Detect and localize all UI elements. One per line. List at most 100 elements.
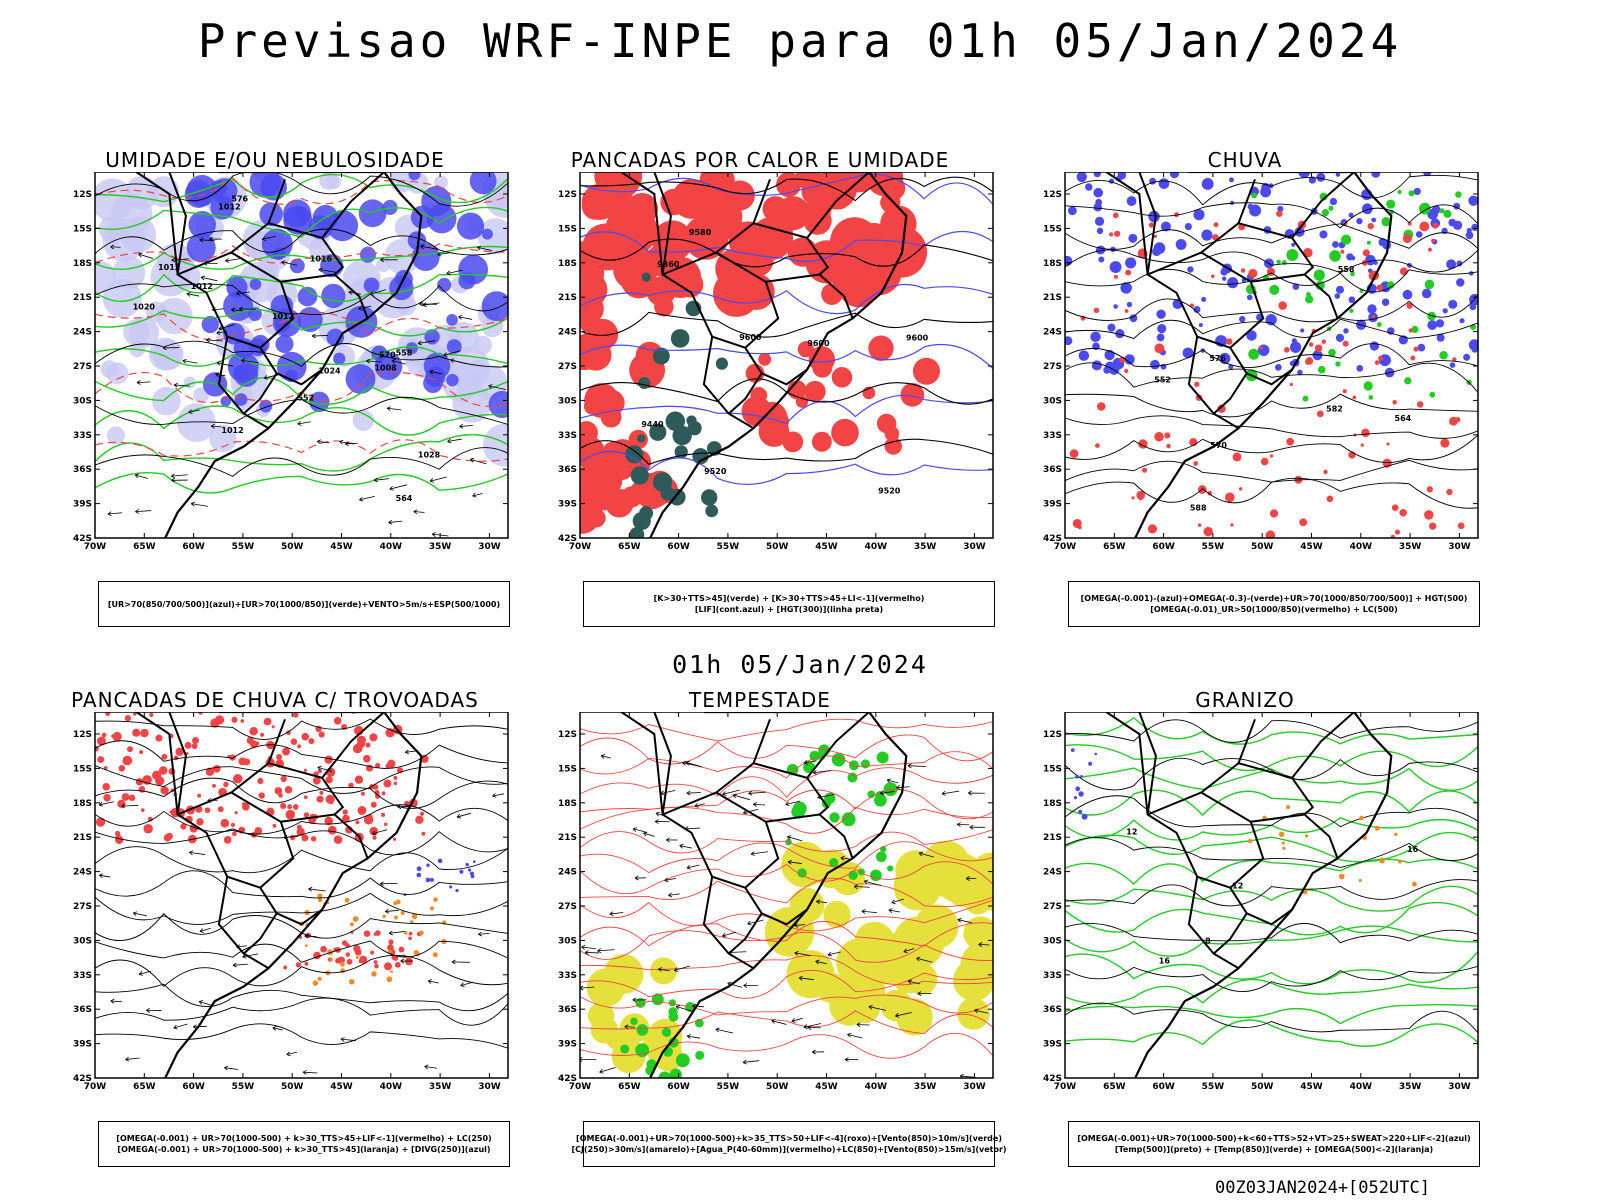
lat-label: 21S <box>558 293 577 303</box>
lon-label: 60W <box>182 1082 205 1092</box>
lat-label: 42S <box>558 1074 577 1084</box>
main-title: Previsao WRF-INPE para 01h 05/Jan/2024 <box>197 14 1403 68</box>
mid-title: 01h 05/Jan/2024 <box>672 650 928 679</box>
lon-label: 65W <box>1103 542 1126 552</box>
lat-label: 39S <box>558 1040 577 1050</box>
lon-label: 35W <box>914 542 937 552</box>
contour-label: 9600 <box>906 334 929 343</box>
lon-label: 45W <box>1300 542 1323 552</box>
caption-line: [OMEGA(-0.001) + UR>70(1000-500) + k>30_… <box>117 1145 491 1154</box>
lon-label: 35W <box>914 1082 937 1092</box>
contour-label: 1024 <box>318 367 341 376</box>
lat-label: 24S <box>1043 328 1062 338</box>
lon-label: 45W <box>815 542 838 552</box>
map-panel-2: PANCADAS POR CALOR E UMIDADE 9580 9600 9600… <box>550 148 995 627</box>
lon-label: 65W <box>1103 1082 1126 1092</box>
lat-label: 21S <box>1043 833 1062 843</box>
lon-label: 30W <box>963 1082 986 1092</box>
lat-label: 33S <box>73 431 92 441</box>
lon-label: 30W <box>963 542 986 552</box>
caption-line: [OMEGA(-0.001)+UR>70(1000-500)+k<60+TTS>… <box>1077 1134 1471 1143</box>
map-panel-4: PANCADAS DE CHUVA C/ TROVOADAS 12S 15S 18S 2… <box>65 688 510 1167</box>
contour-label: 588 <box>1190 504 1207 513</box>
lat-label: 27S <box>1043 902 1062 912</box>
panel-title: CHUVA <box>1207 148 1283 172</box>
lat-label: 33S <box>73 971 92 981</box>
lat-label: 42S <box>73 1074 92 1084</box>
lon-label: 50W <box>281 1082 304 1092</box>
lat-label: 21S <box>73 833 92 843</box>
lon-label: 40W <box>865 542 888 552</box>
lat-label: 33S <box>1043 431 1062 441</box>
lat-label: 24S <box>558 868 577 878</box>
contour-label: 564 <box>1395 414 1412 423</box>
contour-label: 12 <box>1232 881 1243 890</box>
lat-label: 15S <box>73 224 92 234</box>
contour-label: 1012 <box>158 263 180 272</box>
caption-line: [OMEGA(-0.001) + UR>70(1000-500) + k>30_… <box>116 1134 492 1143</box>
lat-label: 18S <box>558 259 577 269</box>
lon-label: 30W <box>1448 542 1471 552</box>
contour-label: 12 <box>1126 828 1137 837</box>
contour-label: 576 <box>1209 354 1226 363</box>
lat-label: 18S <box>73 259 92 269</box>
lon-label: 35W <box>1399 1082 1422 1092</box>
map-canvas: 1012 1012 1012 1012 1012 1016 1020 1024 1028 1008… <box>73 172 509 552</box>
contour-label: 9440 <box>641 420 664 429</box>
map-panel-5: TEMPESTADE 12S 15S 18S 21S 24S 27S 30S 33S 36S 39S… <box>550 688 1007 1167</box>
lat-label: 15S <box>1043 224 1062 234</box>
contour-label: 1008 <box>374 363 397 372</box>
lon-label: 70W <box>569 1082 592 1092</box>
lat-label: 30S <box>1043 396 1062 406</box>
thunderstorm-shading <box>95 712 476 986</box>
lon-label: 60W <box>1152 1082 1175 1092</box>
lat-label: 30S <box>1043 936 1062 946</box>
map-panel-6: GRANIZO 12 12 16 16 8 12S 15S 18S 21S 24S 27S 30S 33S… <box>1035 688 1480 1167</box>
lon-label: 55W <box>232 542 255 552</box>
lat-label: 15S <box>1043 764 1062 774</box>
lat-label: 27S <box>558 362 577 372</box>
lat-label: 36S <box>558 465 577 475</box>
contour-label: 16 <box>1407 845 1419 854</box>
lat-label: 27S <box>1043 362 1062 372</box>
lat-label: 27S <box>73 902 92 912</box>
lon-label: 45W <box>330 542 353 552</box>
political-boundaries <box>620 172 908 538</box>
panel-title: PANCADAS DE CHUVA C/ TROVOADAS <box>71 688 479 712</box>
lat-label: 33S <box>558 431 577 441</box>
lon-label: 40W <box>865 1082 888 1092</box>
contour-label: 1012 <box>221 426 243 435</box>
lon-label: 50W <box>1251 1082 1274 1092</box>
lat-label: 33S <box>558 971 577 981</box>
contour-label: 1012 <box>191 282 213 291</box>
lat-label: 42S <box>73 534 92 544</box>
lat-label: 18S <box>1043 259 1062 269</box>
caption-line: [UR>70(850/700/500)](azul)+[UR>70(1000/8… <box>107 599 501 609</box>
contour-label: 9520 <box>878 486 901 495</box>
lon-label: 55W <box>717 1082 740 1092</box>
lat-label: 42S <box>558 534 577 544</box>
panel-legend-caption: [K>30+TTS>45](verde) + [K>30+TTS>45+LI<-… <box>583 581 995 627</box>
caption-line: [K>30+TTS>45](verde) + [K>30+TTS>45+LI<-… <box>653 594 925 603</box>
lat-label: 36S <box>73 1005 92 1015</box>
lat-label: 21S <box>73 293 92 303</box>
lon-label: 60W <box>667 542 690 552</box>
lat-label: 18S <box>558 799 577 809</box>
lat-label: 36S <box>558 1005 577 1015</box>
lon-label: 40W <box>380 542 403 552</box>
lat-label: 42S <box>1043 1074 1062 1084</box>
contour-label: 8 <box>1205 936 1211 945</box>
lon-label: 55W <box>232 1082 255 1092</box>
lat-label: 15S <box>73 764 92 774</box>
lat-label: 12S <box>73 190 92 200</box>
lat-label: 27S <box>73 362 92 372</box>
contour-label: 558 <box>396 348 413 357</box>
political-boundaries <box>1105 172 1393 538</box>
lon-label: 45W <box>815 1082 838 1092</box>
footer-run-label: 00Z03JAN2024+[052UTC] <box>1215 1178 1430 1198</box>
contour-label: 9600 <box>807 339 830 348</box>
lat-label: 27S <box>558 902 577 912</box>
lat-label: 24S <box>558 328 577 338</box>
